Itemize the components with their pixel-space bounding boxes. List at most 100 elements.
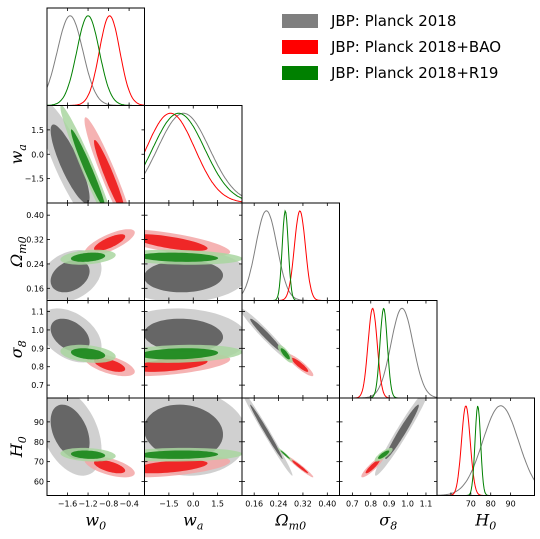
- contour-bao-inner-Om-s8: [291, 357, 309, 372]
- panel-H0-Om: [244, 398, 314, 478]
- panel-frame: [241, 300, 340, 399]
- panel-w0-w0: [47, 15, 145, 106]
- panel-H0-s8: [361, 398, 427, 478]
- marginal-planck-w0: [47, 15, 145, 106]
- contour-planck-inner-Om-H0: [250, 404, 283, 459]
- x-tick-label-wa: −1.5: [159, 500, 178, 509]
- y-tick-label-s8: 1.1: [31, 308, 44, 317]
- contour-r19-inner-w0-s8: [70, 348, 106, 360]
- panel-s8-Om: [242, 308, 314, 377]
- x-tick-label-s8: 1.1: [420, 500, 433, 509]
- y-tick-label-wa: −1.5: [25, 175, 44, 184]
- x-tick-label-w0: −1.2: [78, 500, 97, 509]
- marginal-r19-s8: [339, 307, 437, 398]
- contour-r19-inner-wa-s8: [144, 348, 219, 360]
- contour-planck-inner-w0-H0: [50, 404, 90, 459]
- y-axis-label-s8: σ8: [7, 340, 29, 358]
- y-tick-label-Om: 0.40: [26, 211, 44, 220]
- x-tick-label-s8: 0.9: [383, 500, 396, 509]
- marginal-r19-wa: [144, 112, 242, 199]
- contour-planck-inner-wa-Om: [144, 259, 223, 293]
- marginal-bao-H0: [437, 405, 535, 496]
- panel-s8-w0: [47, 308, 135, 377]
- y-tick-label-H0: 60: [34, 478, 44, 487]
- marginal-bao-w0: [47, 15, 145, 106]
- marginal-bao-wa: [144, 112, 242, 203]
- marginal-planck-wa: [144, 112, 242, 197]
- legend-swatch-planck: [282, 14, 318, 28]
- panel-Om-w0: [47, 229, 135, 301]
- contour-bao-inner-Om-H0: [291, 460, 309, 474]
- marginal-r19-Om: [242, 209, 340, 301]
- contour-r19-inner-wa-H0: [144, 450, 219, 459]
- y-tick-label-s8: 0.7: [31, 381, 44, 390]
- y-tick-label-H0: 80: [34, 438, 44, 447]
- contour-planck-inner-w0-Om: [50, 259, 90, 293]
- legend-swatch-bao: [282, 40, 318, 54]
- panel-H0-wa: [144, 398, 242, 478]
- x-tick-label-w0: −0.8: [99, 500, 118, 509]
- contour-r19-inner-s8-H0: [378, 450, 390, 459]
- x-tick-label-wa: 0.0: [187, 500, 200, 509]
- y-tick-label-s8: 1.0: [31, 326, 44, 335]
- legend-swatch-r19: [282, 66, 318, 80]
- x-tick-label-s8: 0.7: [346, 500, 359, 509]
- x-tick-label-H0: 80: [486, 500, 496, 509]
- x-tick-label-Om: 0.24: [270, 500, 288, 509]
- marginal-planck-H0: [437, 405, 535, 496]
- contour-r19-inner-Om-H0: [280, 450, 290, 459]
- contour-bao-inner-w0-H0: [94, 460, 126, 474]
- legend-label-planck: JBP: Planck 2018: [330, 12, 456, 30]
- x-tick-label-s8: 1.0: [401, 500, 414, 509]
- legend: JBP: Planck 2018 JBP: Planck 2018+BAO JBP:…: [282, 12, 501, 82]
- y-tick-label-H0: 70: [34, 458, 44, 467]
- y-axis-label-Om: Ωm0: [7, 236, 29, 268]
- panel-H0-H0: [437, 405, 535, 496]
- x-tick-label-H0: 70: [466, 500, 476, 509]
- x-tick-label-H0: 90: [506, 500, 516, 509]
- x-tick-label-s8: 0.8: [364, 500, 377, 509]
- panel-s8-s8: [339, 307, 437, 398]
- y-tick-label-s8: 0.9: [31, 344, 44, 353]
- contour-planck-inner-w0-wa: [50, 124, 90, 203]
- panel-frame: [46, 7, 145, 106]
- contour-bao-inner-w0-wa: [94, 140, 124, 203]
- panel-frame: [436, 397, 535, 496]
- panels: [46, 7, 535, 496]
- y-tick-label-Om: 0.32: [26, 236, 44, 245]
- panel-wa-w0: [47, 105, 128, 203]
- contour-planck-inner-wa-s8: [144, 318, 223, 353]
- contour-bao-inner-wa-Om: [144, 234, 208, 251]
- x-axis-label-H0: H0: [474, 511, 496, 533]
- y-axis-label-wa: wa: [7, 144, 29, 164]
- contour-bao-inner-wa-H0: [144, 460, 208, 474]
- contour-planck-inner-s8-H0: [385, 404, 419, 459]
- marginal-r19-H0: [437, 405, 535, 496]
- y-tick-label-H0: 90: [34, 418, 44, 427]
- y-tick-label-Om: 0.24: [26, 260, 44, 269]
- contour-r19-inner-w0-Om: [70, 252, 106, 262]
- contour-bao-inner-w0-Om: [94, 234, 126, 251]
- panel-H0-w0: [47, 398, 135, 478]
- x-axis-label-wa: wa: [183, 511, 203, 533]
- legend-label-r19: JBP: Planck 2018+R19: [330, 64, 498, 82]
- x-tick-label-Om: 0.32: [294, 500, 312, 509]
- contour-r19-inner-w0-H0: [70, 450, 106, 459]
- x-tick-label-wa: 1.5: [211, 500, 224, 509]
- y-tick-label-s8: 0.8: [31, 363, 44, 372]
- panel-wa-wa: [144, 112, 242, 203]
- panel-Om-wa: [144, 229, 242, 301]
- y-tick-label-wa: 1.5: [31, 126, 44, 135]
- contour-r19-inner-Om-s8: [280, 348, 290, 360]
- x-axis-label-w0: w0: [85, 511, 106, 533]
- x-tick-label-w0: −0.4: [119, 500, 138, 509]
- contour-bao-inner-s8-H0: [365, 460, 380, 474]
- contour-planck-inner-Om-s8: [250, 318, 283, 353]
- y-tick-label-wa: 0.0: [31, 150, 44, 159]
- contour-r19-inner-wa-Om: [144, 252, 219, 262]
- panel-frame: [339, 300, 438, 399]
- x-axis-label-s8: σ8: [379, 511, 397, 533]
- marginal-bao-Om: [242, 210, 340, 301]
- marginal-planck-Om: [242, 210, 340, 301]
